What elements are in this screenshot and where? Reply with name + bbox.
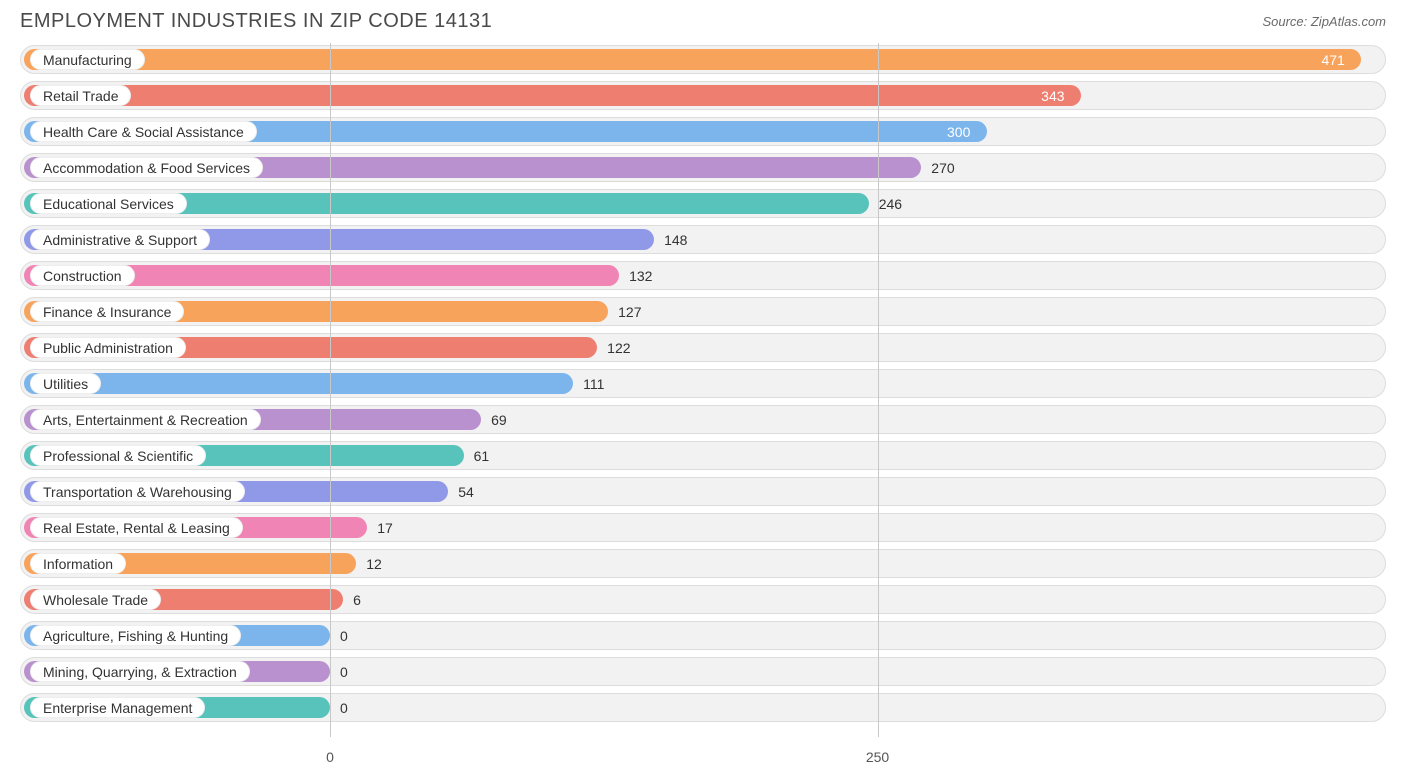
x-axis: 0250500 xyxy=(20,747,1386,771)
bar-value-label: 111 xyxy=(583,376,604,392)
bar-value-label: 0 xyxy=(340,628,348,644)
bar-category-pill: Real Estate, Rental & Leasing xyxy=(30,517,243,538)
bar-category-pill: Finance & Insurance xyxy=(30,301,184,322)
gridline xyxy=(330,43,331,737)
bar-category-pill: Administrative & Support xyxy=(30,229,210,250)
bar-row: Construction 132 xyxy=(20,261,1386,290)
bar-row: Utilities 111 xyxy=(20,369,1386,398)
bar-category-pill: Information xyxy=(30,553,126,574)
bar-category-pill: Construction xyxy=(30,265,135,286)
bar-value-label: 69 xyxy=(491,412,507,428)
bar-category-pill: Wholesale Trade xyxy=(30,589,161,610)
bar-fill xyxy=(24,49,1361,70)
bar-row: Retail Trade 343 xyxy=(20,81,1386,110)
bar-row: Agriculture, Fishing & Hunting 0 xyxy=(20,621,1386,650)
bar-category-pill: Mining, Quarrying, & Extraction xyxy=(30,661,250,682)
bar-category-pill: Transportation & Warehousing xyxy=(30,481,245,502)
bar-fill xyxy=(24,373,573,394)
bar-category-pill: Arts, Entertainment & Recreation xyxy=(30,409,261,430)
bar-value-label: 127 xyxy=(618,304,641,320)
bar-category-pill: Professional & Scientific xyxy=(30,445,206,466)
bar-value-label: 17 xyxy=(377,520,393,536)
bar-row: Mining, Quarrying, & Extraction 0 xyxy=(20,657,1386,686)
bar-row: Administrative & Support 148 xyxy=(20,225,1386,254)
bar-fill xyxy=(24,85,1081,106)
bar-container: Manufacturing 471 Retail Trade 343 Health Ca… xyxy=(20,43,1386,722)
chart-area: Manufacturing 471 Retail Trade 343 Health Ca… xyxy=(0,39,1406,771)
bar-value-label: 300 xyxy=(947,124,970,140)
bar-row: Transportation & Warehousing 54 xyxy=(20,477,1386,506)
bar-value-label: 343 xyxy=(1041,88,1064,104)
bar-value-label: 148 xyxy=(664,232,687,248)
bar-row: Enterprise Management 0 xyxy=(20,693,1386,722)
bar-value-label: 270 xyxy=(931,160,954,176)
bar-value-label: 54 xyxy=(458,484,474,500)
gridline xyxy=(878,43,879,737)
bar-category-pill: Accommodation & Food Services xyxy=(30,157,263,178)
bar-category-pill: Enterprise Management xyxy=(30,697,205,718)
bar-value-label: 6 xyxy=(353,592,361,608)
bar-category-pill: Utilities xyxy=(30,373,101,394)
bar-row: Educational Services 246 xyxy=(20,189,1386,218)
bar-row: Real Estate, Rental & Leasing 17 xyxy=(20,513,1386,542)
chart-source: Source: ZipAtlas.com xyxy=(1262,14,1386,29)
bar-value-label: 246 xyxy=(879,196,902,212)
bar-row: Arts, Entertainment & Recreation 69 xyxy=(20,405,1386,434)
chart-plot: Manufacturing 471 Retail Trade 343 Health Ca… xyxy=(20,43,1386,743)
bar-row: Public Administration 122 xyxy=(20,333,1386,362)
bar-value-label: 61 xyxy=(474,448,490,464)
bar-value-label: 0 xyxy=(340,700,348,716)
bar-row: Manufacturing 471 xyxy=(20,45,1386,74)
bar-category-pill: Educational Services xyxy=(30,193,187,214)
bar-category-pill: Agriculture, Fishing & Hunting xyxy=(30,625,241,646)
bar-category-pill: Public Administration xyxy=(30,337,186,358)
bar-row: Professional & Scientific 61 xyxy=(20,441,1386,470)
bar-category-pill: Manufacturing xyxy=(30,49,145,70)
bar-value-label: 12 xyxy=(366,556,382,572)
bar-value-label: 471 xyxy=(1321,52,1344,68)
bar-row: Finance & Insurance 127 xyxy=(20,297,1386,326)
bar-value-label: 0 xyxy=(340,664,348,680)
bar-row: Wholesale Trade 6 xyxy=(20,585,1386,614)
bar-value-label: 132 xyxy=(629,268,652,284)
x-axis-tick: 250 xyxy=(866,749,889,765)
bar-row: Health Care & Social Assistance 300 xyxy=(20,117,1386,146)
x-axis-tick: 0 xyxy=(326,749,334,765)
bar-row: Information 12 xyxy=(20,549,1386,578)
bar-category-pill: Retail Trade xyxy=(30,85,131,106)
chart-header: EMPLOYMENT INDUSTRIES IN ZIP CODE 14131 … xyxy=(0,0,1406,39)
bar-row: Accommodation & Food Services 270 xyxy=(20,153,1386,182)
bar-category-pill: Health Care & Social Assistance xyxy=(30,121,257,142)
chart-title: EMPLOYMENT INDUSTRIES IN ZIP CODE 14131 xyxy=(20,10,492,33)
bar-value-label: 122 xyxy=(607,340,630,356)
